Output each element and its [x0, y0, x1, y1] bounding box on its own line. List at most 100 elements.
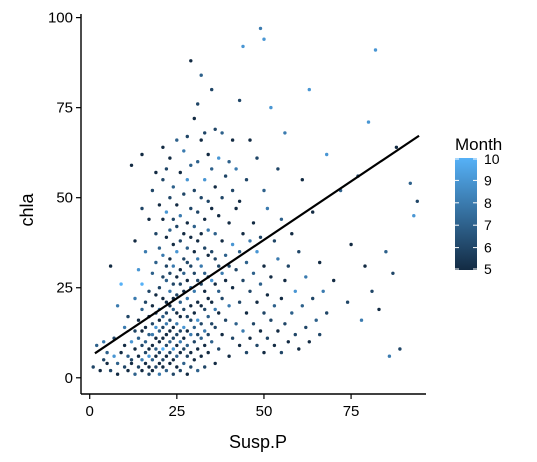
- data-point: [262, 188, 266, 193]
- data-point: [161, 145, 165, 149]
- data-point: [136, 336, 141, 340]
- data-point: [237, 250, 242, 254]
- data-point: [133, 239, 137, 243]
- data-point: [276, 257, 280, 261]
- data-point: [237, 300, 242, 304]
- data-point: [164, 311, 169, 315]
- data-point: [175, 311, 179, 315]
- data-point: [178, 350, 182, 355]
- data-point: [286, 264, 290, 268]
- legend-title: Month: [455, 135, 502, 154]
- legend-label: 10: [484, 151, 500, 167]
- data-point: [203, 131, 207, 135]
- data-point: [210, 322, 214, 326]
- data-point: [203, 289, 207, 293]
- data-point: [150, 304, 155, 308]
- data-point: [258, 235, 263, 239]
- data-point: [161, 253, 165, 257]
- data-point: [129, 163, 134, 167]
- data-point: [140, 329, 144, 333]
- data-point: [286, 340, 290, 344]
- data-point: [171, 325, 175, 330]
- data-point: [168, 340, 172, 344]
- data-point: [175, 250, 179, 254]
- data-point: [143, 250, 148, 254]
- data-point: [227, 264, 231, 268]
- data-point: [248, 336, 252, 340]
- data-point: [213, 232, 217, 236]
- data-point: [237, 199, 242, 203]
- data-point: [161, 314, 165, 319]
- data-point: [189, 235, 193, 239]
- y-tick-label: 25: [56, 280, 73, 297]
- data-point: [359, 318, 364, 322]
- data-point: [210, 340, 214, 344]
- data-point: [251, 221, 256, 225]
- data-point: [168, 329, 172, 333]
- data-point: [227, 304, 231, 308]
- data-point: [345, 300, 350, 304]
- data-point: [140, 343, 144, 348]
- data-point: [206, 228, 210, 232]
- data-point: [276, 167, 280, 171]
- data-point: [199, 264, 203, 268]
- data-point: [175, 343, 179, 348]
- data-point: [189, 304, 193, 308]
- data-point: [192, 358, 196, 362]
- data-point: [175, 322, 179, 326]
- data-point: [161, 347, 165, 351]
- data-point: [185, 329, 189, 333]
- data-point: [262, 350, 266, 355]
- data-point: [269, 318, 273, 322]
- data-point: [147, 354, 151, 358]
- data-point: [237, 98, 242, 103]
- data-point: [199, 336, 203, 340]
- data-point: [415, 199, 419, 203]
- data-point: [189, 206, 193, 211]
- data-point: [140, 282, 144, 286]
- data-point: [115, 304, 120, 308]
- data-point: [220, 271, 224, 275]
- data-point: [171, 242, 175, 247]
- data-point: [161, 296, 165, 301]
- data-point: [279, 217, 284, 221]
- data-point: [157, 203, 162, 207]
- data-point: [196, 102, 200, 106]
- data-point: [220, 239, 224, 243]
- data-point: [150, 332, 155, 337]
- data-point: [241, 329, 245, 333]
- data-point: [168, 318, 172, 322]
- data-point: [196, 347, 200, 351]
- data-point: [265, 206, 270, 211]
- data-point: [129, 340, 134, 344]
- data-point: [206, 296, 210, 301]
- data-point: [154, 293, 158, 297]
- data-point: [203, 343, 207, 348]
- data-point: [189, 264, 193, 268]
- data-point: [189, 350, 193, 355]
- legend-label: 6: [484, 240, 492, 256]
- data-point: [255, 343, 259, 348]
- data-point: [157, 286, 162, 290]
- legend-label: 8: [484, 195, 492, 211]
- data-point: [230, 336, 235, 340]
- data-point: [171, 372, 175, 376]
- data-point: [213, 127, 217, 131]
- data-point: [95, 343, 99, 348]
- data-point: [136, 365, 141, 369]
- data-point: [154, 260, 158, 265]
- data-point: [199, 354, 203, 358]
- data-point: [154, 325, 158, 330]
- data-point: [126, 314, 130, 319]
- data-point: [199, 138, 203, 142]
- data-point: [147, 347, 151, 351]
- data-point: [161, 275, 165, 279]
- data-point: [189, 318, 193, 322]
- data-point: [164, 354, 169, 358]
- data-point: [133, 347, 137, 351]
- data-point: [272, 239, 277, 243]
- data-point: [192, 188, 196, 193]
- y-tick-label: 75: [56, 100, 73, 117]
- data-point: [332, 278, 336, 283]
- data-point: [196, 160, 200, 164]
